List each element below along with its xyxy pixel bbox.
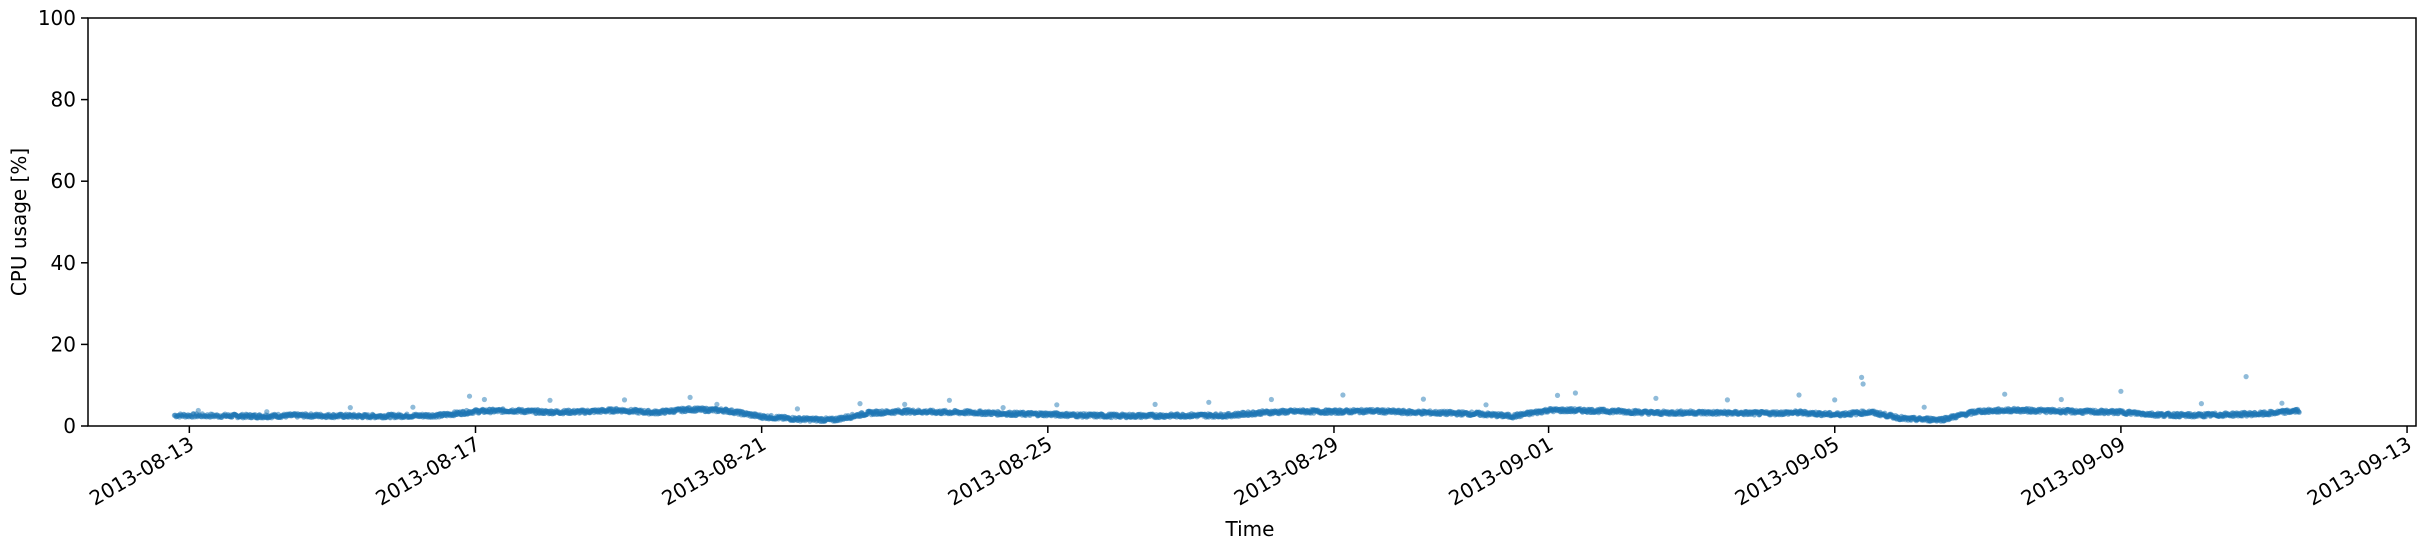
outlier-point (1796, 392, 1802, 398)
outlier-point (1554, 392, 1561, 398)
outlier-point (2002, 391, 2008, 397)
y-tick-label: 0 (63, 414, 76, 438)
outlier-point (1420, 396, 1426, 402)
y-tick-label: 80 (51, 88, 76, 112)
outlier-point (1832, 397, 1838, 403)
outlier-point (2198, 401, 2204, 407)
outlier-point (1000, 405, 1006, 411)
outlier-point (687, 394, 693, 400)
outlier-point (1054, 402, 1060, 408)
outlier-point (1152, 401, 1158, 407)
outlier-point (946, 397, 953, 403)
outlier-point (794, 406, 801, 412)
x-tick-label: 2013-08-21 (657, 432, 770, 511)
outlier-point (410, 404, 416, 410)
y-axis-label: CPU usage [%] (7, 148, 31, 296)
outlier-point (1859, 374, 1865, 380)
outlier-point (2279, 400, 2285, 406)
outlier-point (466, 393, 473, 399)
outlier-point (1340, 392, 1346, 398)
outlier-point (2243, 374, 2249, 380)
outlier-point (1724, 397, 1730, 403)
y-tick-label: 20 (51, 332, 76, 356)
outlier-point (481, 396, 487, 403)
x-tick-label: 2013-09-09 (2017, 432, 2130, 511)
outlier-point (902, 401, 908, 407)
outlier-point (1268, 396, 1274, 403)
x-axis-label: Time (1225, 517, 1275, 541)
y-tick-label: 100 (38, 6, 76, 30)
x-tick-label: 2013-08-29 (1230, 432, 1343, 511)
outlier-point (2118, 388, 2124, 394)
outlier-point (1921, 404, 1927, 410)
outlier-point (621, 397, 628, 403)
outlier-point (347, 405, 353, 411)
outlier-point (714, 401, 720, 407)
outlier-point (1483, 402, 1489, 408)
x-tick-label: 2013-08-13 (85, 432, 198, 511)
outlier-point (1860, 381, 1866, 387)
y-tick-label: 60 (51, 169, 76, 193)
data-point (2296, 409, 2302, 415)
x-tick-label: 2013-09-13 (2303, 432, 2416, 511)
data-points (171, 374, 2302, 424)
x-tick-label: 2013-08-17 (371, 432, 484, 511)
plot-frame (87, 17, 2417, 427)
x-axis: 2013-08-13 2013-08-17 2013-08-21 2013-08-25… (85, 426, 2416, 511)
outlier-point (2058, 396, 2064, 403)
outlier-point (857, 401, 863, 407)
outlier-point (1653, 395, 1659, 401)
outlier-point (1572, 390, 1578, 396)
x-tick-label: 2013-08-25 (944, 432, 1057, 511)
x-tick-label: 2013-09-01 (1444, 432, 1557, 511)
outlier-point (195, 407, 201, 414)
outlier-point (1206, 399, 1212, 405)
y-axis: 0 20 40 60 80 100 (38, 6, 88, 438)
outlier-point (547, 397, 553, 403)
outlier-point (264, 409, 270, 415)
x-tick-label: 2013-09-05 (1731, 432, 1844, 511)
y-tick-label: 40 (51, 251, 76, 275)
